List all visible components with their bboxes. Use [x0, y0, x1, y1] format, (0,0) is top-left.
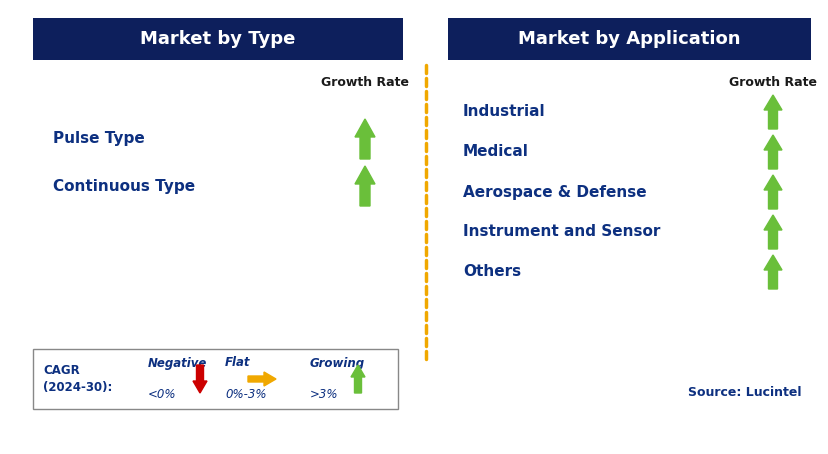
Polygon shape	[248, 372, 276, 386]
Text: Aerospace & Defense: Aerospace & Defense	[463, 184, 646, 199]
Polygon shape	[763, 135, 781, 169]
Text: 0%-3%: 0%-3%	[224, 389, 266, 401]
Text: Instrument and Sensor: Instrument and Sensor	[463, 224, 660, 240]
Polygon shape	[193, 365, 207, 393]
Text: Continuous Type: Continuous Type	[53, 178, 195, 193]
Polygon shape	[350, 365, 364, 393]
Text: Source: Lucintel: Source: Lucintel	[686, 385, 800, 399]
Text: <0%: <0%	[148, 389, 176, 401]
Text: Pulse Type: Pulse Type	[53, 132, 145, 147]
Text: (2024-30):: (2024-30):	[43, 381, 113, 395]
Text: Medical: Medical	[463, 144, 528, 159]
Text: Industrial: Industrial	[463, 104, 545, 119]
FancyBboxPatch shape	[447, 18, 810, 60]
Text: Market by Type: Market by Type	[140, 30, 296, 48]
Polygon shape	[763, 175, 781, 209]
Text: Flat: Flat	[224, 356, 250, 370]
FancyBboxPatch shape	[33, 18, 402, 60]
Text: Growth Rate: Growth Rate	[728, 75, 816, 89]
Text: Negative: Negative	[148, 356, 207, 370]
Text: Others: Others	[463, 265, 521, 280]
Polygon shape	[763, 95, 781, 129]
Text: Growing: Growing	[310, 356, 364, 370]
Polygon shape	[354, 166, 374, 206]
Text: Growth Rate: Growth Rate	[320, 75, 408, 89]
Polygon shape	[763, 215, 781, 249]
Polygon shape	[763, 255, 781, 289]
FancyBboxPatch shape	[33, 349, 397, 409]
Text: Market by Application: Market by Application	[518, 30, 740, 48]
Text: >3%: >3%	[310, 389, 338, 401]
Text: CAGR: CAGR	[43, 365, 79, 377]
Polygon shape	[354, 119, 374, 159]
